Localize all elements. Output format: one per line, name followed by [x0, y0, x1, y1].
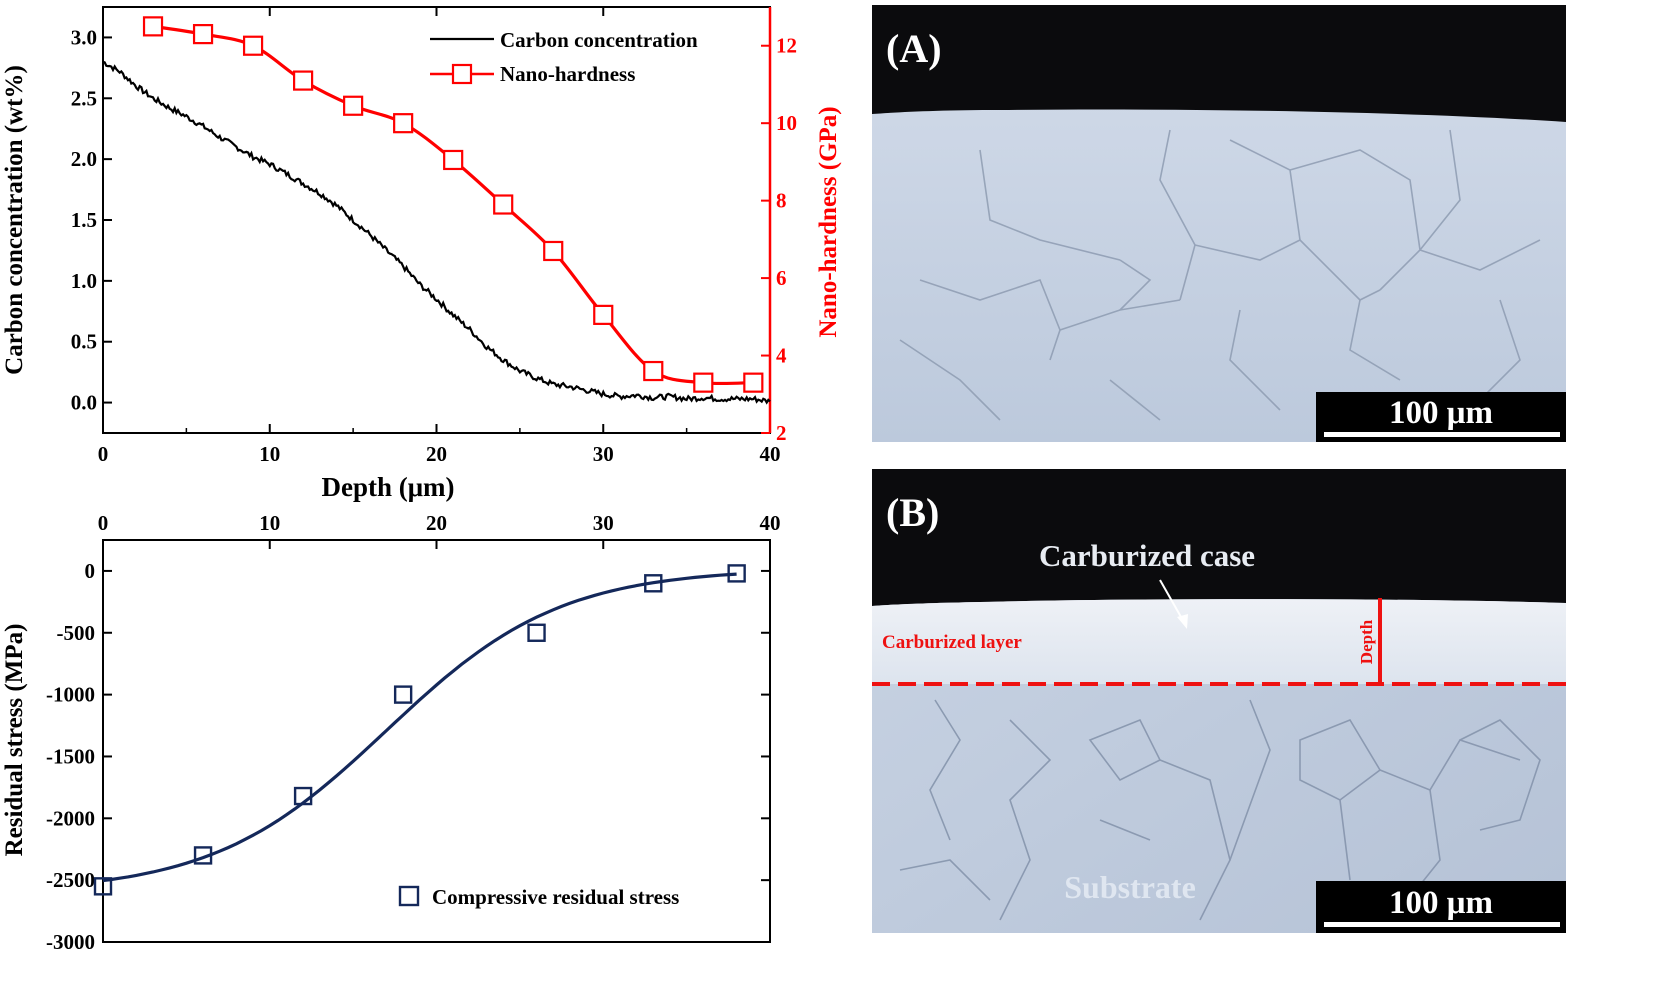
y-tick-label: -2000	[46, 806, 95, 830]
residual-stress-fit-line	[102, 572, 737, 883]
legend-carbon-label: Carbon concentration	[500, 28, 698, 52]
y-left-tick-label: 2.5	[71, 86, 97, 110]
residual-stress-point	[727, 564, 746, 583]
plot-frame-bottom	[102, 539, 771, 943]
micrograph-b: Depth Carburized layer Carburized case S…	[872, 469, 1566, 933]
nano-hardness-point	[192, 24, 214, 45]
grain-boundaries-a	[899, 129, 1541, 421]
hardness-series	[142, 16, 764, 393]
y-tick-label: -500	[57, 621, 96, 645]
scale-bar-b-line	[1324, 922, 1560, 927]
y-axis-left-label: Carbon concentration (wt%)	[1, 65, 28, 375]
legend-top: Carbon concentration Nano-hardness	[430, 28, 698, 86]
y-right-tick-label: 2	[776, 421, 787, 445]
x-top-tick-label: 0	[98, 511, 109, 535]
x-tick-label: 40	[760, 442, 781, 466]
panel-a-label: (A)	[886, 26, 942, 71]
micrograph-a: 100 μm (A)	[872, 5, 1566, 442]
legend-hardness-label: Nano-hardness	[500, 62, 635, 86]
nano-hardness-point	[693, 372, 714, 393]
residual-stress-point	[93, 877, 113, 896]
y-right-tick-label: 8	[776, 189, 787, 213]
micrograph-b-mount	[872, 469, 1566, 606]
x-top-tick-label: 20	[426, 511, 447, 535]
substrate-annotation: Substrate	[1064, 869, 1196, 905]
residual-stress-point	[293, 786, 313, 806]
carburized-layer-annotation: Carburized layer	[882, 632, 1022, 653]
nano-hardness-point	[593, 304, 614, 325]
residual-stress-point	[644, 574, 663, 593]
nano-hardness-point	[142, 16, 164, 37]
case-arrow-head	[1177, 614, 1188, 629]
x-tick-label: 0	[98, 442, 109, 466]
plot-frame-top	[102, 6, 771, 434]
carburized-case-region	[872, 599, 1566, 684]
residual-stress-point	[527, 623, 546, 642]
y-tick-label: -3000	[46, 930, 95, 954]
carburized-case-annotation: Carburized case	[1039, 538, 1255, 573]
depth-annotation: Depth	[1357, 619, 1376, 664]
x-top-tick-label: 30	[593, 511, 614, 535]
stress-series	[93, 564, 746, 896]
carbon-concentration-line	[102, 60, 771, 405]
y-axis-label-stress: Residual stress (MPa)	[1, 624, 28, 857]
micrograph-a-mount	[872, 5, 1566, 122]
legend-bottom: Compressive residual stress	[398, 885, 679, 909]
residual-stress-chart: 0 10 20 30 40 0 -500 -1000 -1500 -2000 -2500 -3000…	[1, 511, 781, 954]
y-left-tick-label: 0.5	[71, 330, 97, 354]
y-left-tick-label: 2.0	[71, 147, 97, 171]
y-tick-label: -1500	[46, 744, 95, 768]
y-axis-left-ticks: 0.0 0.5 1.0 1.5 2.0 2.5 3.0	[71, 25, 112, 415]
x-tick-label: 10	[259, 442, 280, 466]
carbon-series	[102, 60, 771, 405]
y-right-tick-label: 6	[776, 266, 787, 290]
nano-hardness-point	[343, 95, 364, 116]
nano-hardness-point	[643, 360, 664, 382]
x-axis-ticks: 0 10 20 30 40	[98, 7, 781, 466]
y-right-tick-label: 10	[776, 111, 797, 135]
y-axis-ticks: 0 -500 -1000 -1500 -2000 -2500 -3000	[46, 559, 770, 954]
legend-stress-marker	[398, 885, 420, 907]
nano-hardness-point	[293, 70, 314, 91]
nano-hardness-point	[443, 149, 464, 171]
y-tick-label: 0	[85, 559, 96, 583]
y-right-tick-label: 12	[776, 34, 797, 58]
y-left-tick-label: 0.0	[71, 391, 97, 415]
scale-bar-a-line	[1324, 432, 1560, 437]
nano-hardness-point	[393, 113, 414, 134]
x-tick-label: 30	[593, 442, 614, 466]
y-tick-label: -1000	[46, 683, 95, 707]
nano-hardness-point	[743, 372, 764, 393]
y-left-tick-label: 3.0	[71, 25, 97, 49]
y-axis-right-ticks: 2 4 6 8 10 12	[761, 34, 797, 445]
nano-hardness-point	[493, 194, 514, 215]
nano-hardness-point	[242, 35, 264, 56]
y-right-tick-label: 4	[776, 344, 787, 368]
y-tick-label: -2500	[46, 868, 95, 892]
scale-bar-a-label: 100 μm	[1389, 395, 1493, 431]
grain-boundaries-b	[899, 699, 1541, 921]
x-top-tick-label: 40	[760, 511, 781, 535]
legend-stress-label: Compressive residual stress	[432, 885, 679, 909]
residual-stress-point	[393, 685, 413, 704]
x-tick-label: 20	[426, 442, 447, 466]
scale-bar-b-label: 100 μm	[1389, 885, 1493, 921]
y-left-tick-label: 1.0	[71, 269, 97, 293]
carbon-hardness-chart: 0 10 20 30 40 0.0 0.5 1.0 1.5 2.0 2.5 3.0 2 4 6 8 10 12…	[1, 6, 842, 502]
panel-b-label: (B)	[886, 490, 939, 535]
x-axis-label: Depth (μm)	[321, 472, 454, 502]
nano-hardness-point	[543, 240, 564, 262]
y-axis-right-label: Nano-hardness (GPa)	[815, 106, 842, 337]
x-axis-top-ticks: 0 10 20 30 40	[98, 511, 781, 549]
residual-stress-point	[193, 846, 213, 865]
x-top-tick-label: 10	[259, 511, 280, 535]
y-left-tick-label: 1.5	[71, 208, 97, 232]
legend-hardness-marker	[451, 63, 473, 85]
